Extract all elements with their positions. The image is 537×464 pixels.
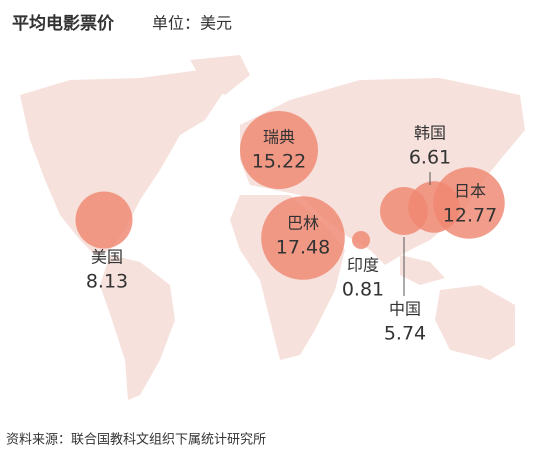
country-label: 瑞典: [263, 128, 295, 147]
bubble: [261, 196, 345, 280]
value-label: 0.81: [342, 279, 384, 301]
bubble: [75, 191, 133, 249]
source-note: 资料来源：联合国教科文组织下属统计研究所: [6, 432, 266, 448]
value-label: 17.48: [276, 237, 330, 259]
bubble: [433, 167, 505, 239]
value-label: 12.77: [443, 205, 497, 227]
bubble: [239, 110, 319, 190]
chart-title: 平均电影票价: [12, 13, 115, 34]
value-label: 6.61: [409, 147, 451, 169]
value-label: 5.74: [384, 323, 426, 345]
unit-label: 单位：美元: [152, 14, 232, 33]
country-label: 韩国: [414, 124, 446, 143]
country-label: 美国: [91, 248, 123, 267]
country-label: 巴林: [287, 214, 319, 233]
value-label: 15.22: [252, 151, 306, 173]
country-label: 日本: [454, 182, 486, 201]
country-label: 中国: [389, 300, 421, 319]
value-label: 8.13: [86, 271, 128, 293]
bubble: [352, 231, 370, 249]
country-label: 印度: [347, 256, 379, 275]
